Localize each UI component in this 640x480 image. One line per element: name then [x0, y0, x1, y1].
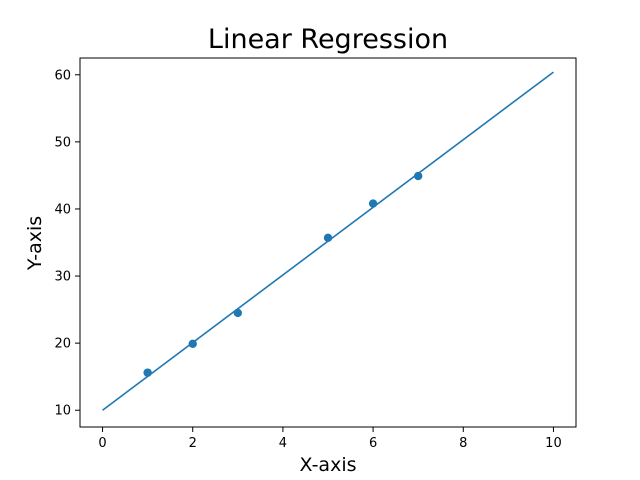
plot-area: 0 2 4 6 8 10 10 20 30 40 50 60	[54, 57, 577, 451]
scatter-point	[143, 368, 152, 377]
y-tick-label: 10	[54, 404, 71, 419]
scatter-point	[188, 339, 197, 349]
x-tick-label: 6	[369, 436, 377, 451]
y-tick-label: 30	[54, 270, 71, 285]
axes-frame	[79, 57, 577, 428]
scatter-point	[323, 233, 333, 243]
scatter-point	[233, 308, 243, 318]
scatter-point	[368, 199, 378, 208]
y-tick-label: 50	[54, 135, 71, 150]
y-axis-label: Y-axis	[24, 216, 46, 271]
y-tick-label: 60	[54, 68, 71, 83]
x-tick-label: 2	[189, 436, 197, 451]
x-axis-label: X-axis	[300, 454, 357, 476]
scatter-point	[413, 171, 423, 181]
y-axis-ticks: 10 20 30 40 50 60	[54, 68, 80, 419]
chart-title: Linear Regression	[208, 24, 448, 55]
series-layer	[102, 71, 554, 411]
x-tick-label: 4	[279, 436, 287, 451]
y-tick-label: 40	[54, 202, 71, 217]
x-axis-ticks: 0 2 4 6 8 10	[98, 427, 562, 451]
x-tick-label: 10	[545, 436, 562, 451]
x-tick-label: 0	[98, 436, 106, 451]
x-tick-label: 8	[459, 436, 467, 451]
y-tick-label: 20	[54, 337, 71, 352]
